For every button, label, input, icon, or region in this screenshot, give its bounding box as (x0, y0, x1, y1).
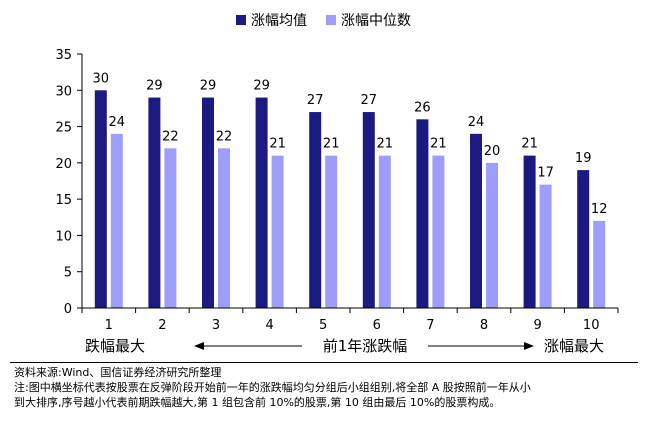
data-label-median: 21 (430, 137, 447, 152)
bar-mean (577, 170, 590, 308)
x-tick-label: 5 (319, 318, 327, 333)
right-arrow-head (524, 342, 534, 350)
bar-median (486, 162, 498, 308)
bar-median (539, 184, 552, 308)
data-label-mean: 29 (146, 79, 163, 94)
axis-note-left: 跌幅最大 (85, 337, 145, 355)
bars (94, 90, 606, 309)
legend-swatch-mean (236, 15, 246, 25)
y-tick-label: 20 (55, 157, 72, 172)
data-label-mean: 29 (253, 79, 270, 94)
data-label-median: 24 (109, 115, 126, 130)
y-axis: 0 5 10 15 20 25 30 35 (55, 48, 83, 317)
data-label-mean: 27 (361, 93, 378, 108)
bar-mean (416, 119, 429, 308)
data-label-median: 21 (323, 137, 340, 152)
legend-label-mean: 涨幅均值 (251, 13, 307, 29)
y-tick-label: 5 (64, 266, 72, 281)
data-label-mean: 24 (468, 115, 485, 130)
bar-mean (255, 97, 268, 309)
y-tick-label: 0 (64, 302, 72, 317)
bar-median (325, 155, 338, 308)
axis-note-middle: 前1年涨跌幅 (323, 337, 408, 355)
bar-mean (523, 155, 536, 308)
data-label-median: 22 (162, 129, 179, 144)
data-label-mean: 19 (575, 151, 592, 166)
bar-median (218, 148, 230, 308)
source-text: 资料来源:Wind、国信证券经济研究所整理 (14, 366, 222, 379)
y-tick-label: 25 (55, 121, 72, 136)
data-label-median: 21 (377, 137, 394, 152)
x-tick-label: 8 (480, 318, 488, 333)
y-tick-label: 30 (55, 84, 72, 99)
left-arrow-head (194, 342, 204, 350)
divider-line (10, 362, 638, 363)
x-tick-label: 6 (373, 318, 381, 333)
x-tick-label: 2 (158, 318, 166, 333)
data-label-mean: 26 (414, 100, 431, 115)
bar-mean (202, 97, 214, 309)
data-label-median: 22 (216, 129, 233, 144)
bar-labels: 30 29 29 29 27 27 26 24 21 19 24 22 22 21 21 21 21 20 17 12 (93, 71, 608, 217)
data-label-median: 21 (269, 137, 286, 152)
bar-median (164, 148, 177, 308)
data-label-median: 12 (591, 202, 608, 217)
x-tick-label: 9 (533, 318, 541, 333)
bar-mean (94, 90, 107, 309)
bar-median (432, 155, 445, 308)
bar-mean (362, 112, 375, 308)
note-text-2: 到大排序,序号越小代表前期跌幅越大,第 1 组包含前 10%的股票,第 10 组… (14, 396, 501, 409)
data-label-median: 17 (537, 166, 554, 181)
legend-label-median: 涨幅中位数 (341, 13, 411, 29)
y-tick-label: 35 (55, 48, 72, 63)
legend-swatch-median (326, 15, 336, 25)
x-axis: 1 2 3 4 5 6 7 8 9 10 (81, 307, 619, 333)
note-text-1: 注:图中横坐标代表按股票在反弹阶段开始前一年的涨跌幅均匀分组后小组组别,将全部 … (14, 381, 531, 394)
legend: 涨幅均值 涨幅中位数 (236, 13, 411, 29)
x-tick-label: 4 (265, 318, 273, 333)
bar-mean (309, 112, 322, 308)
data-label-mean: 21 (521, 137, 538, 152)
data-label-mean: 30 (93, 71, 110, 86)
data-label-mean: 27 (307, 93, 324, 108)
x-tick-label: 10 (583, 318, 600, 333)
bar-mean (148, 97, 161, 309)
axis-note: 跌幅最大 前1年涨跌幅 涨幅最大 (85, 337, 604, 355)
bar-median (110, 133, 123, 308)
x-tick-label: 3 (212, 318, 220, 333)
axis-note-right: 涨幅最大 (544, 337, 604, 355)
y-tick-label: 15 (55, 193, 72, 208)
bar-median (593, 220, 606, 308)
x-tick-label: 7 (426, 318, 434, 333)
y-tick-label: 10 (55, 229, 72, 244)
data-label-median: 20 (484, 144, 501, 159)
bar-median (271, 155, 284, 308)
data-label-mean: 29 (200, 79, 217, 94)
bar-median (378, 155, 391, 308)
x-tick-label: 1 (105, 318, 113, 333)
bar-mean (470, 133, 482, 308)
